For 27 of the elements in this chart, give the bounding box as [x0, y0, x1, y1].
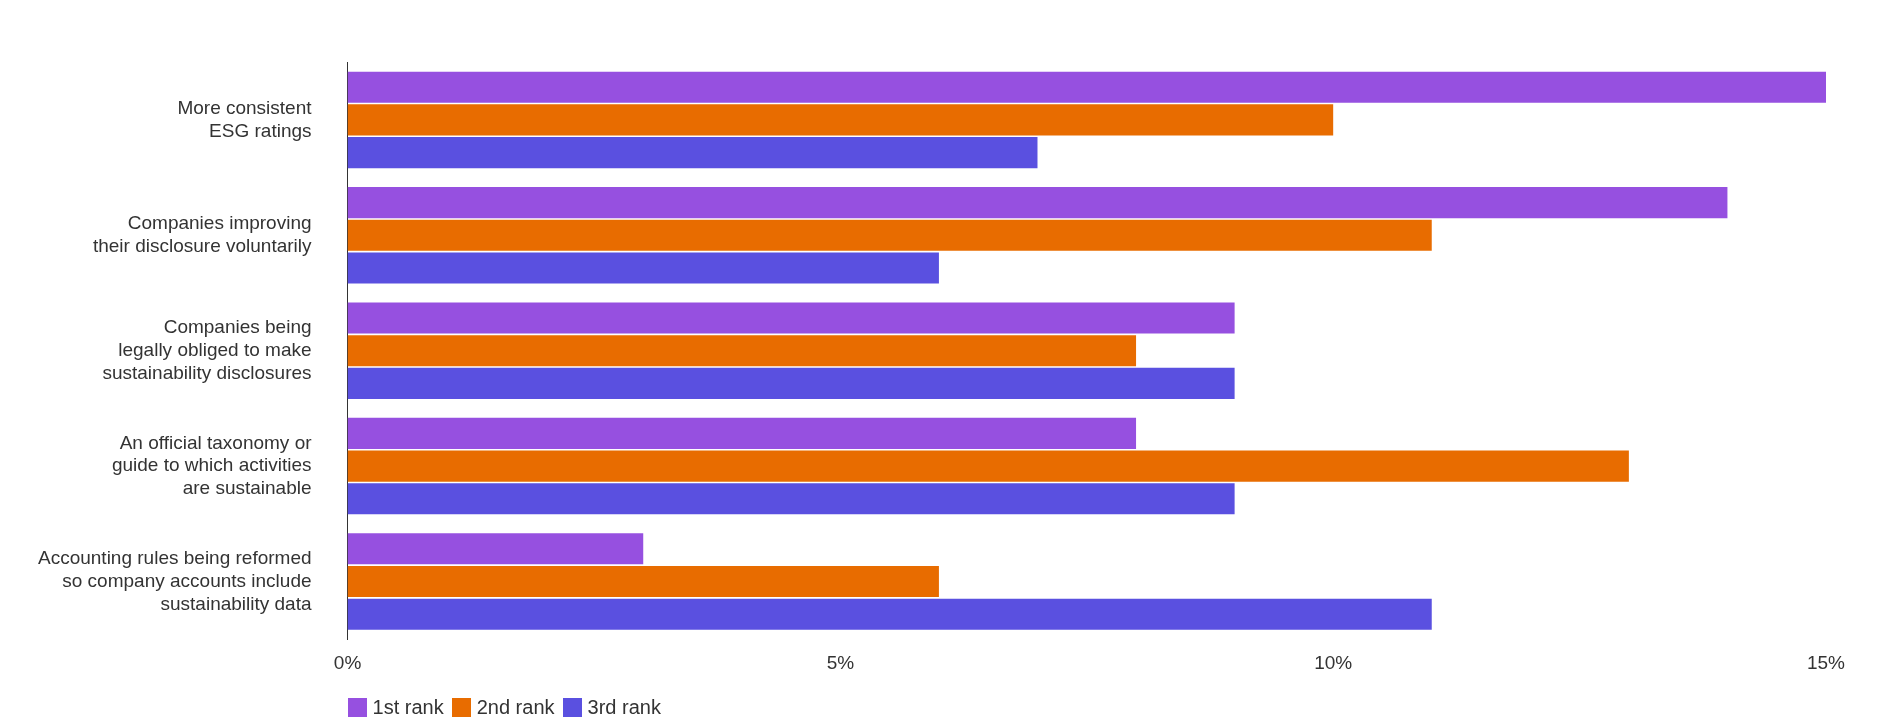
bar [347, 598, 1432, 630]
x-tick-label: 10% [1314, 651, 1353, 673]
y-tick-label: Companies being legally obliged to make sustainability disclosures [102, 316, 312, 383]
x-tick-label: 15% [1806, 651, 1846, 673]
bar [347, 104, 1334, 136]
bar [347, 483, 1235, 515]
bar [347, 367, 1235, 399]
y-tick-label: More consistent ESG ratings [177, 96, 313, 141]
bar [347, 417, 1137, 449]
bar [347, 533, 644, 565]
bar [347, 187, 1728, 219]
bar [347, 252, 939, 284]
y-tick-label: Companies improving their disclosure voluntarily [92, 212, 313, 256]
x-tick-label: 5% [826, 651, 855, 673]
x-tick-label: 0% [333, 651, 362, 673]
bar [347, 71, 1826, 103]
bar [347, 335, 1137, 367]
bar [347, 302, 1235, 334]
legend-label: 3rd rank [586, 696, 661, 719]
bar [347, 219, 1432, 251]
legend-label: 2nd rank [475, 696, 555, 719]
y-tick-label: An official taxonomy or guide to which activities are sustainable [111, 431, 313, 499]
bar [347, 450, 1629, 482]
bar [347, 565, 939, 598]
y-tick-label: Accounting rules being reformed so company accounts include sustainability data [38, 546, 312, 614]
bar [347, 137, 1038, 169]
legend-label: 1st rank [371, 696, 444, 719]
